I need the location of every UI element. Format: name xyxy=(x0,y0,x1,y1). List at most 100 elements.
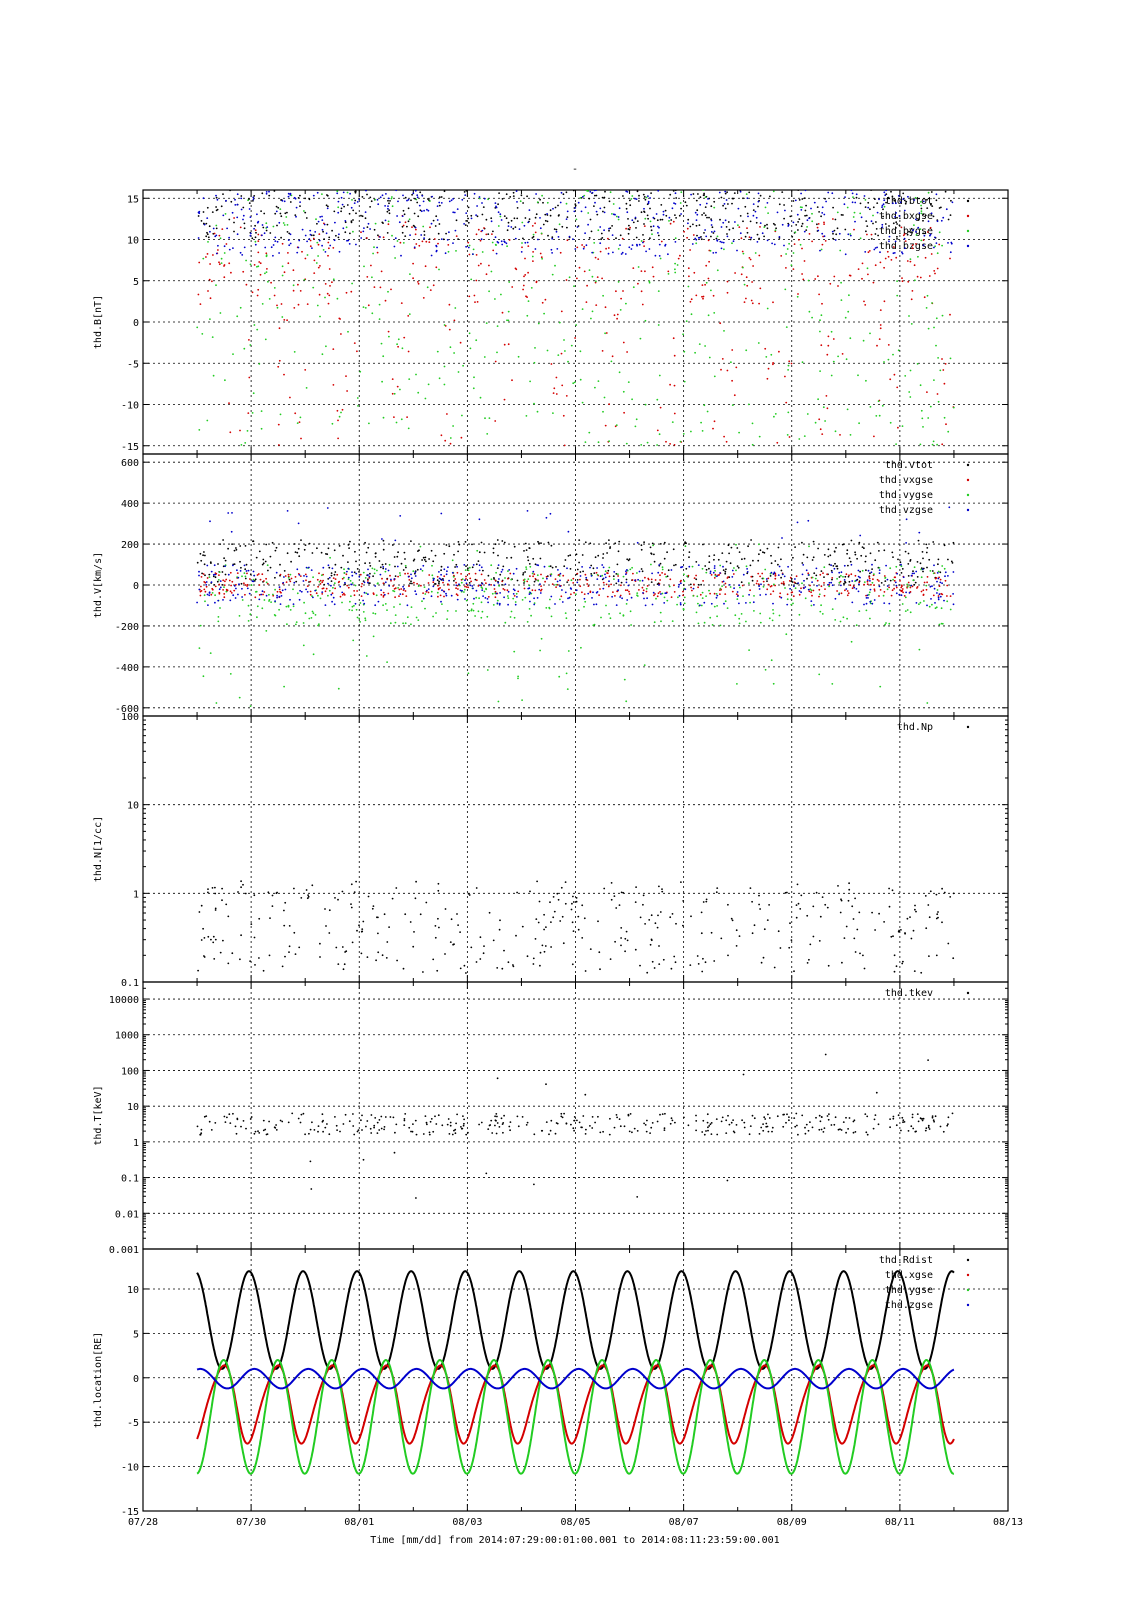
data-point xyxy=(566,581,569,583)
data-point xyxy=(647,195,649,198)
data-point xyxy=(785,267,787,269)
data-point xyxy=(821,243,824,246)
data-point xyxy=(324,604,327,606)
data-point xyxy=(281,589,284,592)
data-point xyxy=(658,433,661,436)
data-point xyxy=(653,594,655,597)
data-point xyxy=(375,594,378,597)
data-point xyxy=(349,232,351,235)
data-point xyxy=(494,298,496,300)
data-point xyxy=(788,946,791,949)
data-point xyxy=(512,195,515,198)
data-point xyxy=(884,194,887,197)
data-point xyxy=(584,232,586,235)
data-point xyxy=(491,241,494,244)
data-point xyxy=(854,1131,857,1133)
data-point xyxy=(534,231,537,234)
data-point xyxy=(341,577,344,580)
data-point xyxy=(834,239,837,241)
data-point xyxy=(469,347,472,350)
data-point xyxy=(381,538,383,540)
data-point xyxy=(663,602,666,604)
data-point xyxy=(199,552,202,555)
data-point xyxy=(576,572,579,575)
data-point xyxy=(710,235,712,238)
data-point xyxy=(947,942,950,945)
data-point xyxy=(535,193,537,195)
data-point xyxy=(498,603,501,606)
data-point xyxy=(526,510,529,512)
data-point xyxy=(753,924,756,927)
data-point xyxy=(592,624,595,627)
data-point xyxy=(332,577,335,579)
data-point xyxy=(893,579,896,582)
data-point xyxy=(693,577,696,579)
data-point xyxy=(283,576,285,578)
data-point xyxy=(909,396,912,398)
data-point xyxy=(251,237,254,240)
data-point xyxy=(625,442,628,445)
data-point xyxy=(408,378,411,380)
data-point xyxy=(377,932,379,935)
data-point xyxy=(353,590,355,592)
data-point xyxy=(356,568,359,570)
data-point xyxy=(417,619,420,621)
data-point xyxy=(248,592,251,595)
data-point xyxy=(309,580,312,583)
data-point xyxy=(808,958,810,961)
data-point xyxy=(708,561,711,564)
data-point xyxy=(634,216,637,219)
data-point xyxy=(883,300,886,303)
data-point xyxy=(335,946,338,949)
data-point xyxy=(675,922,677,925)
data-point xyxy=(457,588,459,590)
data-point xyxy=(773,583,775,586)
data-point xyxy=(932,572,935,575)
data-point xyxy=(855,196,858,199)
data-point xyxy=(479,958,482,960)
data-point xyxy=(321,219,324,222)
data-point xyxy=(863,195,866,197)
data-point xyxy=(470,278,473,281)
data-point xyxy=(828,563,831,566)
data-point xyxy=(224,573,227,576)
data-point xyxy=(472,587,474,590)
data-point xyxy=(605,542,607,545)
data-point xyxy=(448,579,450,582)
data-point xyxy=(713,554,716,556)
data-point xyxy=(314,231,317,233)
data-point xyxy=(284,588,287,591)
data-point xyxy=(248,208,251,210)
data-point xyxy=(827,344,830,347)
data-point xyxy=(691,565,694,568)
data-point xyxy=(288,244,291,247)
data-point xyxy=(238,615,241,617)
data-point xyxy=(818,595,820,598)
data-point xyxy=(474,578,477,581)
data-point xyxy=(581,566,583,568)
data-point xyxy=(774,413,777,415)
data-point xyxy=(726,191,728,194)
data-point xyxy=(636,244,638,247)
data-point xyxy=(363,591,366,594)
data-point xyxy=(901,277,903,279)
data-point xyxy=(406,616,409,619)
data-point xyxy=(542,201,544,204)
data-point xyxy=(907,563,910,565)
data-point xyxy=(346,191,349,194)
data-point xyxy=(654,254,657,257)
data-point xyxy=(367,222,370,225)
data-point xyxy=(492,939,495,942)
data-point xyxy=(838,571,841,574)
data-point xyxy=(333,582,336,585)
data-point xyxy=(230,200,233,203)
data-point xyxy=(708,555,711,557)
data-point xyxy=(796,213,799,216)
data-point xyxy=(801,573,804,576)
data-point xyxy=(766,202,769,204)
data-point xyxy=(908,592,911,594)
data-point xyxy=(305,575,308,578)
data-point xyxy=(477,585,480,587)
data-point xyxy=(738,602,740,605)
data-point xyxy=(303,278,306,281)
